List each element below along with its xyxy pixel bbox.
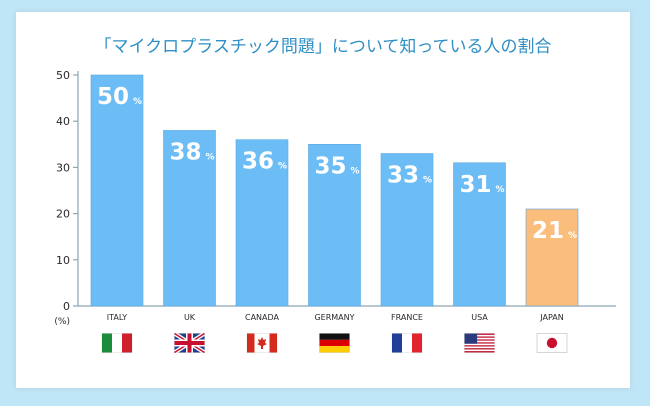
x-tick-label: UK bbox=[184, 313, 196, 322]
bar-usa bbox=[453, 162, 506, 307]
value-labels: 50 % 38% 36% 35% 33% 31 % 21% bbox=[97, 84, 577, 244]
x-tick-label: JAPAN bbox=[539, 313, 563, 322]
value-unit-label: % bbox=[568, 231, 577, 241]
value-unit-label: % bbox=[206, 152, 215, 162]
y-tick-label: 0 bbox=[63, 300, 70, 313]
x-tick-label: ITALY bbox=[107, 313, 127, 322]
y-tick-label: 10 bbox=[56, 254, 70, 267]
y-tick-label: 20 bbox=[56, 208, 70, 221]
value-unit-label: % bbox=[423, 176, 432, 186]
italy-flag-icon bbox=[101, 333, 133, 353]
bar-italy bbox=[90, 74, 144, 307]
y-tick-label: 30 bbox=[56, 161, 70, 174]
value-unit-label: % bbox=[351, 166, 360, 176]
value-label: 33 bbox=[387, 163, 419, 189]
value-unit-label: % bbox=[133, 97, 142, 107]
bar-chart: 「マイクロプラスチック問題」について知っている人の割合 0 10 20 30 40 50 (… bbox=[54, 37, 616, 355]
usa-flag-icon bbox=[464, 333, 495, 353]
x-tick-label: FRANCE bbox=[391, 313, 423, 322]
value-unit-label: % bbox=[496, 185, 505, 195]
chart-card: 「マイクロプラスチック問題」について知っている人の割合 0 10 20 30 40 50 (… bbox=[16, 12, 630, 388]
value-label: 36 bbox=[242, 149, 274, 175]
japan-flag-icon bbox=[536, 333, 568, 353]
value-label: 50 bbox=[97, 84, 129, 110]
x-tick-label: GERMANY bbox=[314, 313, 354, 322]
flags bbox=[101, 331, 568, 355]
bar-france bbox=[380, 153, 434, 307]
value-label: 31 bbox=[459, 172, 491, 198]
uk-flag-icon bbox=[173, 331, 206, 355]
canada-flag-icon bbox=[246, 333, 278, 353]
bar-japan bbox=[525, 208, 579, 307]
x-tick-label: CANADA bbox=[245, 313, 280, 322]
value-label: 38 bbox=[169, 139, 201, 165]
chart-title: 「マイクロプラスチック問題」について知っている人の割合 bbox=[95, 37, 552, 57]
value-label: 21 bbox=[532, 218, 564, 244]
value-label: 35 bbox=[314, 153, 346, 179]
bars bbox=[90, 74, 579, 307]
bar-uk bbox=[163, 130, 216, 307]
x-tick-labels: ITALY UK CANADA GERMANY FRANCE USA JAPAN bbox=[107, 313, 564, 322]
france-flag-icon bbox=[391, 333, 423, 353]
x-tick-label: USA bbox=[471, 313, 488, 322]
y-axis-unit-label: (%) bbox=[54, 317, 70, 327]
bar-germany bbox=[308, 144, 361, 307]
bar-canada bbox=[235, 139, 289, 307]
y-tick-label: 50 bbox=[56, 69, 70, 82]
germany-flag-icon bbox=[319, 333, 350, 353]
value-unit-label: % bbox=[278, 162, 287, 172]
y-tick-label: 40 bbox=[56, 115, 70, 128]
